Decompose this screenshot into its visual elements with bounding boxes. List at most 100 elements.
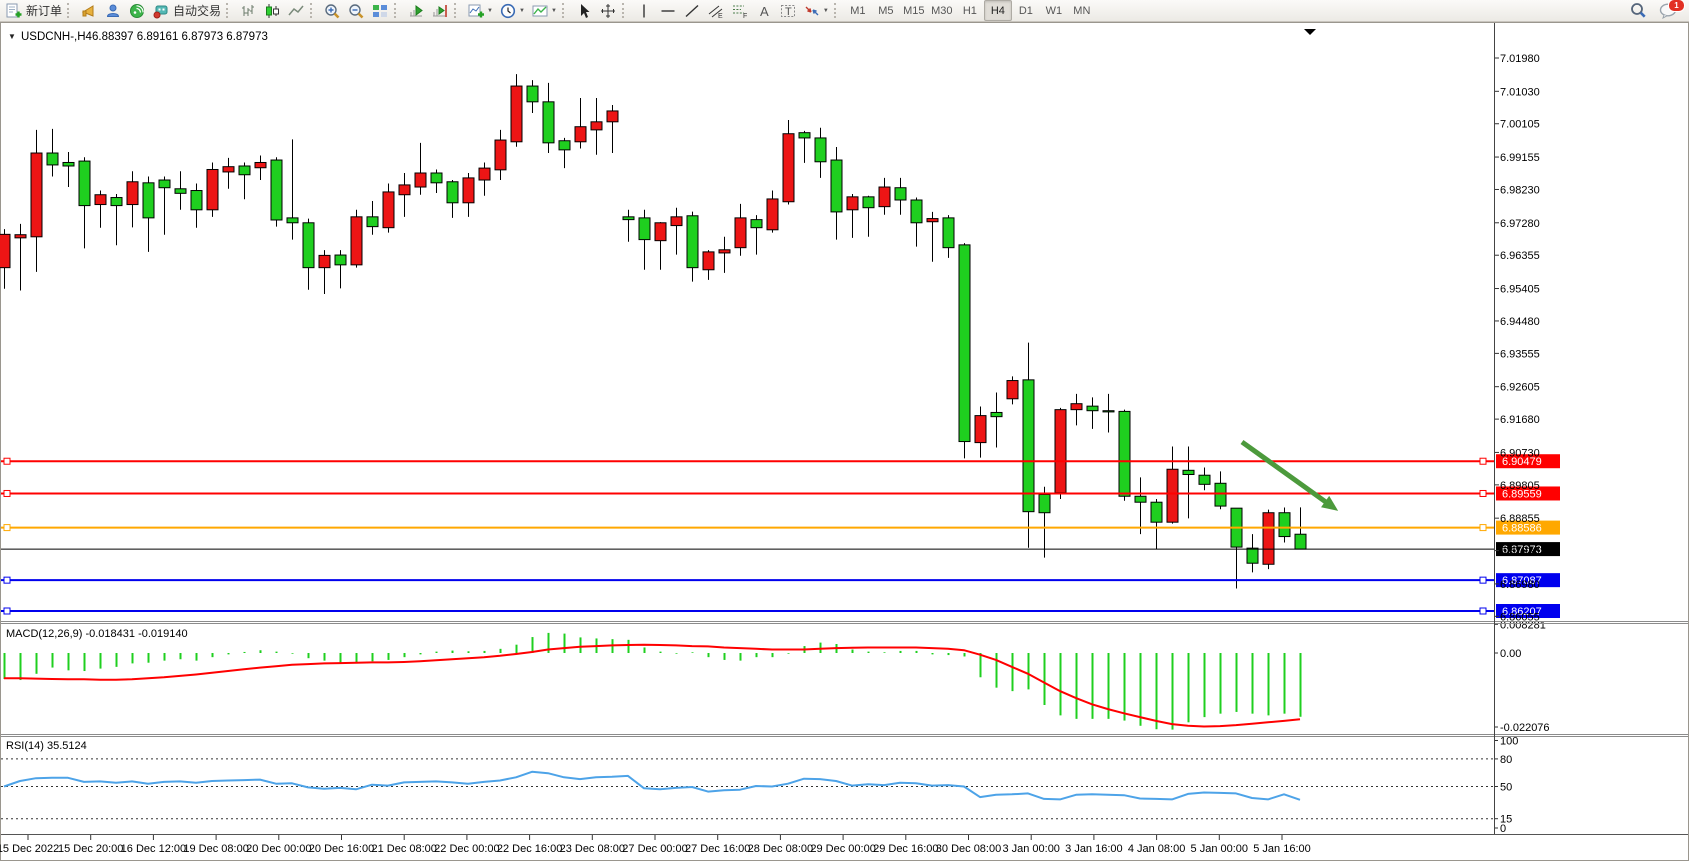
candle-body [222, 166, 235, 173]
search-button[interactable] [1626, 1, 1650, 20]
signals-button[interactable] [125, 1, 149, 20]
chart-title-symbol: USDCNH-,H4 [21, 31, 93, 43]
price-line-label-bg [1496, 542, 1560, 557]
candle-body [174, 188, 187, 194]
pane-splitter-macd[interactable] [1, 621, 1688, 624]
templates-button[interactable]: ▼ [528, 1, 560, 20]
cursor-button[interactable] [572, 1, 596, 20]
bar-chart-button[interactable] [236, 1, 260, 20]
candle-body [126, 181, 139, 206]
line-handle[interactable] [1479, 457, 1487, 465]
trendline-button[interactable] [680, 1, 704, 20]
pane-splitter-rsi[interactable] [1, 734, 1688, 737]
line-handle[interactable] [3, 524, 11, 532]
indicators-icon [468, 4, 485, 17]
chart-shift-button[interactable] [428, 1, 452, 20]
community-icon [107, 4, 120, 17]
line-handle[interactable] [1479, 524, 1487, 532]
crosshair-button[interactable] [596, 1, 620, 20]
price-tick-label: 7.00105 [1500, 119, 1540, 131]
candle-body [30, 152, 43, 238]
candle-body [990, 411, 1003, 418]
timeframe-button-m15[interactable]: M15 [903, 4, 925, 17]
candle-body [526, 85, 539, 103]
price-axis[interactable] [1495, 23, 1688, 834]
timeframe-button-m30[interactable]: M30 [931, 4, 953, 17]
line-handle[interactable] [1479, 607, 1487, 615]
chart-title-ohlc: 6.88397 6.89161 6.87973 6.87973 [92, 31, 268, 43]
rsi-title: RSI(14) 35.5124 [6, 740, 87, 752]
periods-button[interactable]: ▼ [496, 1, 528, 20]
price-tick-label: 6.96355 [1500, 250, 1540, 262]
new-order-button[interactable]: 新订单 [2, 1, 65, 20]
rsi-axis-label: 100 [1500, 736, 1518, 748]
macd-signal-line [4, 643, 1301, 728]
candle-body [1054, 409, 1067, 494]
timeframe-button-h1[interactable]: H1 [962, 4, 977, 17]
time-tick-label: 28 Dec 08:00 [748, 843, 813, 855]
timeframe-button-mn[interactable]: MN [1073, 4, 1091, 17]
chart-canvas[interactable]: 0.008281 0.00 -0.022076 100 80 50 150 6.90479… [0, 22, 1689, 861]
timeframe-button-h4[interactable]: H4 [983, 0, 1012, 21]
line-chart-button[interactable] [284, 1, 308, 20]
trend-arrow-head[interactable] [1321, 495, 1339, 511]
timeframe-button-w1[interactable]: W1 [1045, 4, 1063, 17]
candlestick-chart-button[interactable] [260, 1, 284, 20]
candle-body [1022, 379, 1035, 513]
megaphone-button[interactable] [77, 1, 101, 20]
tile-windows-button[interactable] [368, 1, 392, 20]
fibo-letter: F [743, 13, 747, 19]
toolbar-grip [226, 3, 233, 18]
text-letter: A [760, 4, 769, 19]
candle-body [1134, 495, 1147, 503]
line-handle[interactable] [3, 607, 11, 615]
candle-body [190, 190, 203, 211]
time-tick-label: 22 Dec 00:00 [434, 843, 499, 855]
time-tick-label: 4 Jan 08:00 [1128, 843, 1186, 855]
line-handle[interactable] [1479, 576, 1487, 584]
price-tick-label: 6.97280 [1500, 218, 1540, 230]
candle-body [846, 196, 859, 211]
zoom-in-button[interactable] [320, 1, 344, 20]
crosshair-icon [600, 3, 615, 18]
rsi-axis-label: 50 [1500, 782, 1512, 794]
timeframe-button-d1[interactable]: D1 [1018, 4, 1033, 17]
line-handle[interactable] [3, 489, 11, 497]
community-button[interactable] [101, 1, 125, 20]
line-handle[interactable] [3, 457, 11, 465]
signals-icon [130, 3, 145, 18]
timeframe-button-m5[interactable]: M5 [878, 4, 894, 17]
toolbar-grip [833, 3, 841, 18]
time-tick-label: 20 Dec 00:00 [246, 843, 311, 855]
vertical-line-button[interactable] [632, 1, 656, 20]
time-tick-label: 5 Jan 00:00 [1191, 843, 1249, 855]
auto-scroll-button[interactable] [404, 1, 428, 20]
price-line-label-bg [1496, 486, 1560, 501]
chart-window: 0.008281 0.00 -0.022076 100 80 50 150 6.90479… [0, 22, 1689, 861]
horizontal-line-button[interactable] [656, 1, 680, 20]
toolbar-grip [454, 3, 461, 18]
text-label-button[interactable]: T [776, 1, 800, 20]
auto-trading-button[interactable]: 自动交易 [149, 1, 224, 20]
price-tick-label: 6.90730 [1500, 447, 1540, 459]
line-handle[interactable] [3, 576, 11, 584]
price-line-label-bg [1496, 454, 1560, 469]
timeframe-button-m1[interactable]: M1 [850, 4, 866, 17]
price-line-label: 6.87973 [1502, 544, 1542, 556]
equidistant-channel-button[interactable]: E [704, 1, 728, 20]
candle-body [1150, 501, 1163, 523]
arrows-button[interactable]: ▼ [800, 1, 832, 20]
notifications-button[interactable]: 1 [1656, 0, 1685, 20]
trend-arrow-object[interactable] [1240, 439, 1332, 508]
rsi-axis-label: 80 [1500, 754, 1512, 766]
line-handle[interactable] [1479, 489, 1487, 497]
new-order-icon [6, 3, 22, 17]
chart-shift-marker[interactable] [1304, 29, 1316, 35]
fibonacci-button[interactable]: F [728, 1, 752, 20]
text-button[interactable]: A [752, 1, 776, 20]
chart-menu-caret-icon[interactable]: ▼ [8, 32, 16, 41]
candle-body [0, 233, 11, 269]
indicators-button[interactable]: ▼ [464, 1, 496, 20]
time-axis[interactable] [1, 835, 1493, 859]
zoom-out-button[interactable] [344, 1, 368, 20]
